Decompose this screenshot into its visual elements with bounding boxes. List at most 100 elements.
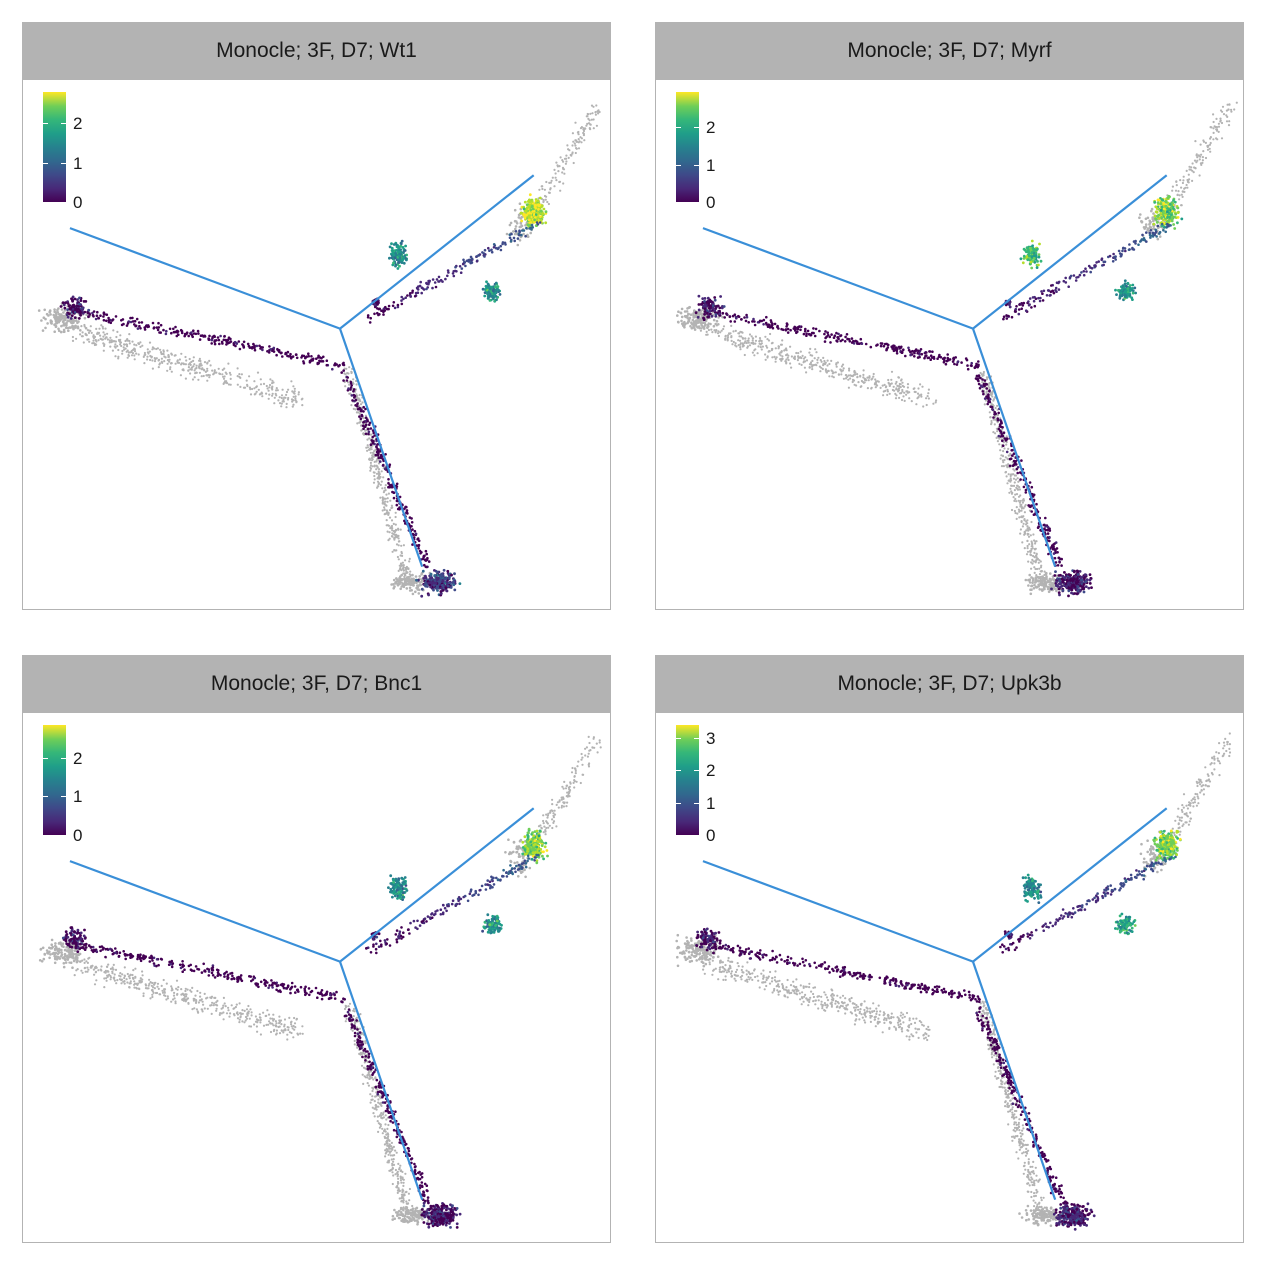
grey-cell bbox=[754, 342, 757, 345]
expression-cell bbox=[718, 306, 722, 310]
grey-cell bbox=[40, 319, 43, 322]
expression-cell bbox=[335, 363, 339, 366]
grey-cell bbox=[119, 343, 122, 346]
grey-cell bbox=[919, 383, 922, 386]
grey-cell bbox=[388, 537, 391, 540]
grey-cell bbox=[416, 584, 419, 587]
grey-cell bbox=[273, 396, 276, 399]
expression-cell bbox=[835, 331, 838, 335]
grey-cell bbox=[412, 584, 415, 587]
grey-cell bbox=[751, 351, 754, 354]
grey-cell bbox=[227, 383, 231, 386]
expression-cell bbox=[718, 309, 721, 313]
expression-cell bbox=[302, 354, 306, 358]
grey-cell bbox=[1029, 550, 1032, 553]
grey-cell bbox=[101, 338, 104, 341]
expression-cell bbox=[234, 344, 237, 348]
grey-cell bbox=[901, 384, 904, 387]
expression-cell bbox=[911, 350, 915, 353]
grey-cell bbox=[1191, 162, 1194, 165]
grey-cell bbox=[771, 341, 774, 344]
grey-cell bbox=[1158, 235, 1162, 238]
expression-cell bbox=[883, 342, 887, 346]
grey-cell bbox=[208, 376, 211, 379]
expression-cell bbox=[79, 311, 82, 315]
grey-cell bbox=[760, 348, 763, 351]
expression-cell bbox=[423, 563, 426, 567]
grey-cell bbox=[1033, 583, 1036, 587]
grey-cell bbox=[514, 227, 517, 231]
grey-cell bbox=[771, 356, 774, 359]
grey-cell bbox=[558, 180, 561, 184]
grey-cell bbox=[149, 358, 152, 362]
expression-cell bbox=[362, 427, 365, 431]
grey-cell bbox=[1215, 129, 1219, 132]
grey-cell bbox=[130, 354, 134, 357]
grey-cell bbox=[62, 330, 66, 334]
expression-cell bbox=[882, 344, 886, 348]
expression-cell bbox=[808, 333, 812, 336]
grey-cell bbox=[1193, 166, 1196, 169]
grey-cell bbox=[123, 343, 126, 346]
grey-cell bbox=[352, 382, 355, 385]
grey-cell bbox=[707, 325, 710, 328]
expression-cell bbox=[796, 326, 800, 329]
grey-cell bbox=[1185, 183, 1188, 187]
expression-cell bbox=[453, 269, 457, 273]
expression-cell bbox=[391, 249, 394, 253]
grey-cell bbox=[821, 367, 824, 371]
grey-cell bbox=[400, 562, 403, 565]
expression-cell bbox=[1115, 293, 1118, 296]
expression-cell bbox=[397, 250, 400, 254]
grey-cell bbox=[1029, 592, 1033, 596]
grey-cell bbox=[1208, 147, 1211, 150]
grey-cell bbox=[249, 393, 253, 396]
grey-cell bbox=[1227, 108, 1230, 111]
grey-cell bbox=[1144, 225, 1148, 229]
grey-cell bbox=[119, 341, 122, 344]
grey-cell bbox=[269, 378, 272, 381]
grey-cell bbox=[285, 402, 288, 405]
expression-cell bbox=[433, 574, 437, 577]
expression-cell bbox=[390, 242, 393, 246]
grey-cell bbox=[1026, 527, 1029, 530]
expression-cell bbox=[390, 246, 394, 250]
grey-cell bbox=[391, 550, 394, 553]
expression-cell bbox=[1159, 202, 1163, 205]
expression-cell bbox=[358, 406, 362, 410]
expression-cell bbox=[62, 303, 66, 307]
grey-cell bbox=[347, 372, 350, 375]
grey-cell bbox=[71, 339, 75, 342]
grey-cell bbox=[102, 335, 105, 338]
expression-cell bbox=[427, 560, 431, 563]
grey-cell bbox=[687, 312, 690, 316]
expression-cell bbox=[536, 216, 540, 220]
grey-cell bbox=[1035, 558, 1038, 561]
expression-cell bbox=[73, 297, 77, 301]
expression-cell bbox=[380, 309, 383, 312]
grey-cell bbox=[193, 376, 196, 379]
grey-cell bbox=[198, 367, 201, 370]
grey-cell bbox=[215, 371, 218, 374]
grey-cell bbox=[133, 354, 136, 357]
expression-cell bbox=[1030, 255, 1034, 259]
grey-cell bbox=[903, 399, 906, 402]
grey-cell bbox=[1019, 532, 1022, 535]
grey-cell bbox=[287, 388, 290, 391]
grey-cell bbox=[384, 484, 387, 487]
expression-cell bbox=[1122, 286, 1126, 290]
grey-cell bbox=[95, 327, 98, 330]
expression-cell bbox=[721, 311, 725, 315]
grey-cell bbox=[293, 387, 296, 390]
scatter-plot bbox=[37, 104, 601, 598]
grey-cell bbox=[717, 334, 720, 338]
expression-cell bbox=[932, 355, 936, 359]
grey-cell bbox=[592, 118, 595, 121]
grey-cell bbox=[800, 363, 803, 366]
grey-cell bbox=[562, 182, 565, 185]
grey-cell bbox=[804, 360, 807, 363]
grey-cell bbox=[999, 449, 1002, 452]
grey-cell bbox=[155, 357, 158, 360]
expression-cell bbox=[951, 360, 955, 363]
grey-cell bbox=[739, 330, 742, 333]
